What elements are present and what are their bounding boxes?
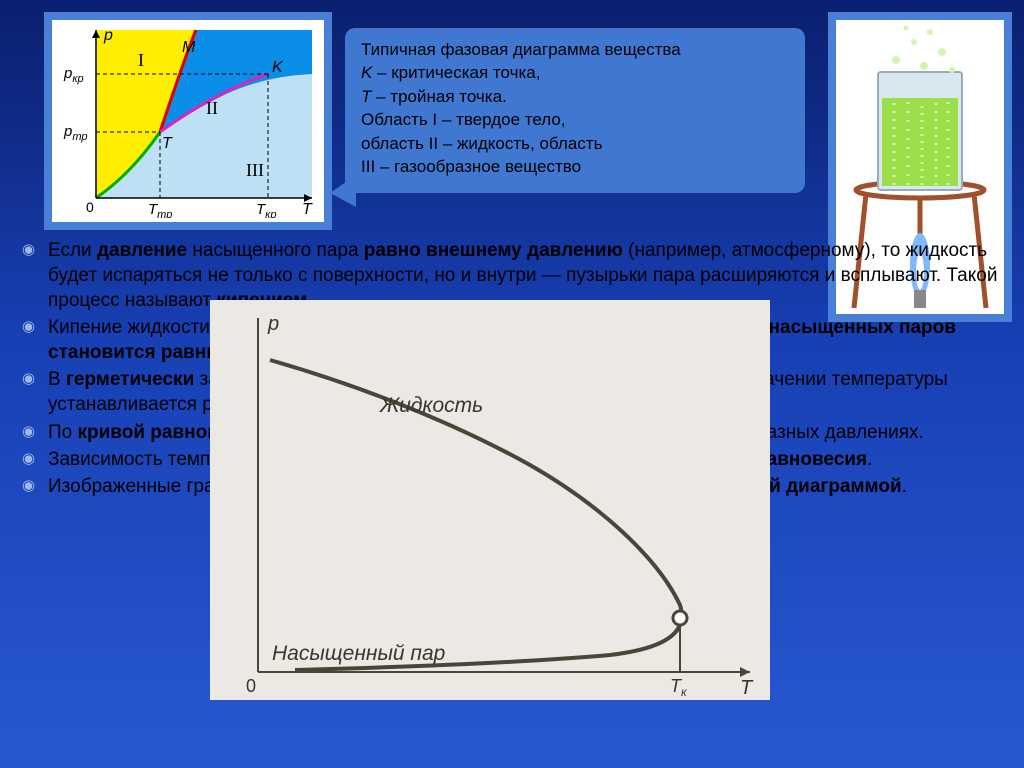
svg-text:III: III	[246, 160, 264, 180]
svg-text:I: I	[138, 50, 144, 70]
svg-text:Насыщенный пар: Насыщенный пар	[272, 642, 445, 665]
explain-line2: K – критическая точка,	[361, 61, 791, 84]
center-chart-svg: p T 0 Жидкость Насыщенный пар Tк	[210, 300, 770, 700]
phase-diagram: p T 0 pкр pтр Tтр Tкр I II III M K T	[44, 12, 332, 230]
svg-text:Tтр: Tтр	[148, 201, 172, 218]
svg-text:Жидкость: Жидкость	[379, 394, 483, 417]
explain-line5: область II – жидкость, область	[361, 132, 791, 155]
explain-line6: III – газообразное вещество	[361, 155, 791, 178]
svg-text:II: II	[206, 98, 218, 118]
svg-text:K: K	[272, 59, 284, 76]
svg-text:T: T	[162, 135, 173, 152]
svg-text:T: T	[740, 677, 754, 699]
svg-text:p: p	[267, 313, 279, 335]
svg-text:0: 0	[86, 199, 94, 215]
svg-text:M: M	[182, 39, 196, 56]
svg-text:p: p	[103, 27, 113, 44]
phase-diagram-svg: p T 0 pкр pтр Tтр Tкр I II III M K T	[56, 24, 320, 218]
explain-line4: Область I – твердое тело,	[361, 108, 791, 131]
explain-line1: Типичная фазовая диаграмма вещества	[361, 38, 791, 61]
svg-text:T: T	[302, 201, 313, 218]
center-pt-chart: p T 0 Жидкость Насыщенный пар Tк	[210, 300, 770, 700]
explanation-callout: Типичная фазовая диаграмма вещества K – …	[345, 28, 805, 193]
svg-text:0: 0	[246, 676, 256, 696]
explain-line3: T – тройная точка.	[361, 85, 791, 108]
svg-text:pкр: pкр	[63, 65, 84, 85]
svg-text:Tкр: Tкр	[256, 201, 276, 218]
svg-text:pтр: pтр	[63, 123, 88, 143]
